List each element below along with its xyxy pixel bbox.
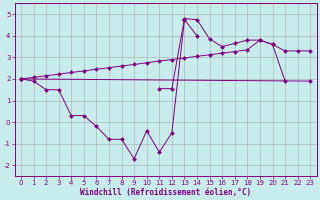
X-axis label: Windchill (Refroidissement éolien,°C): Windchill (Refroidissement éolien,°C) xyxy=(80,188,251,197)
